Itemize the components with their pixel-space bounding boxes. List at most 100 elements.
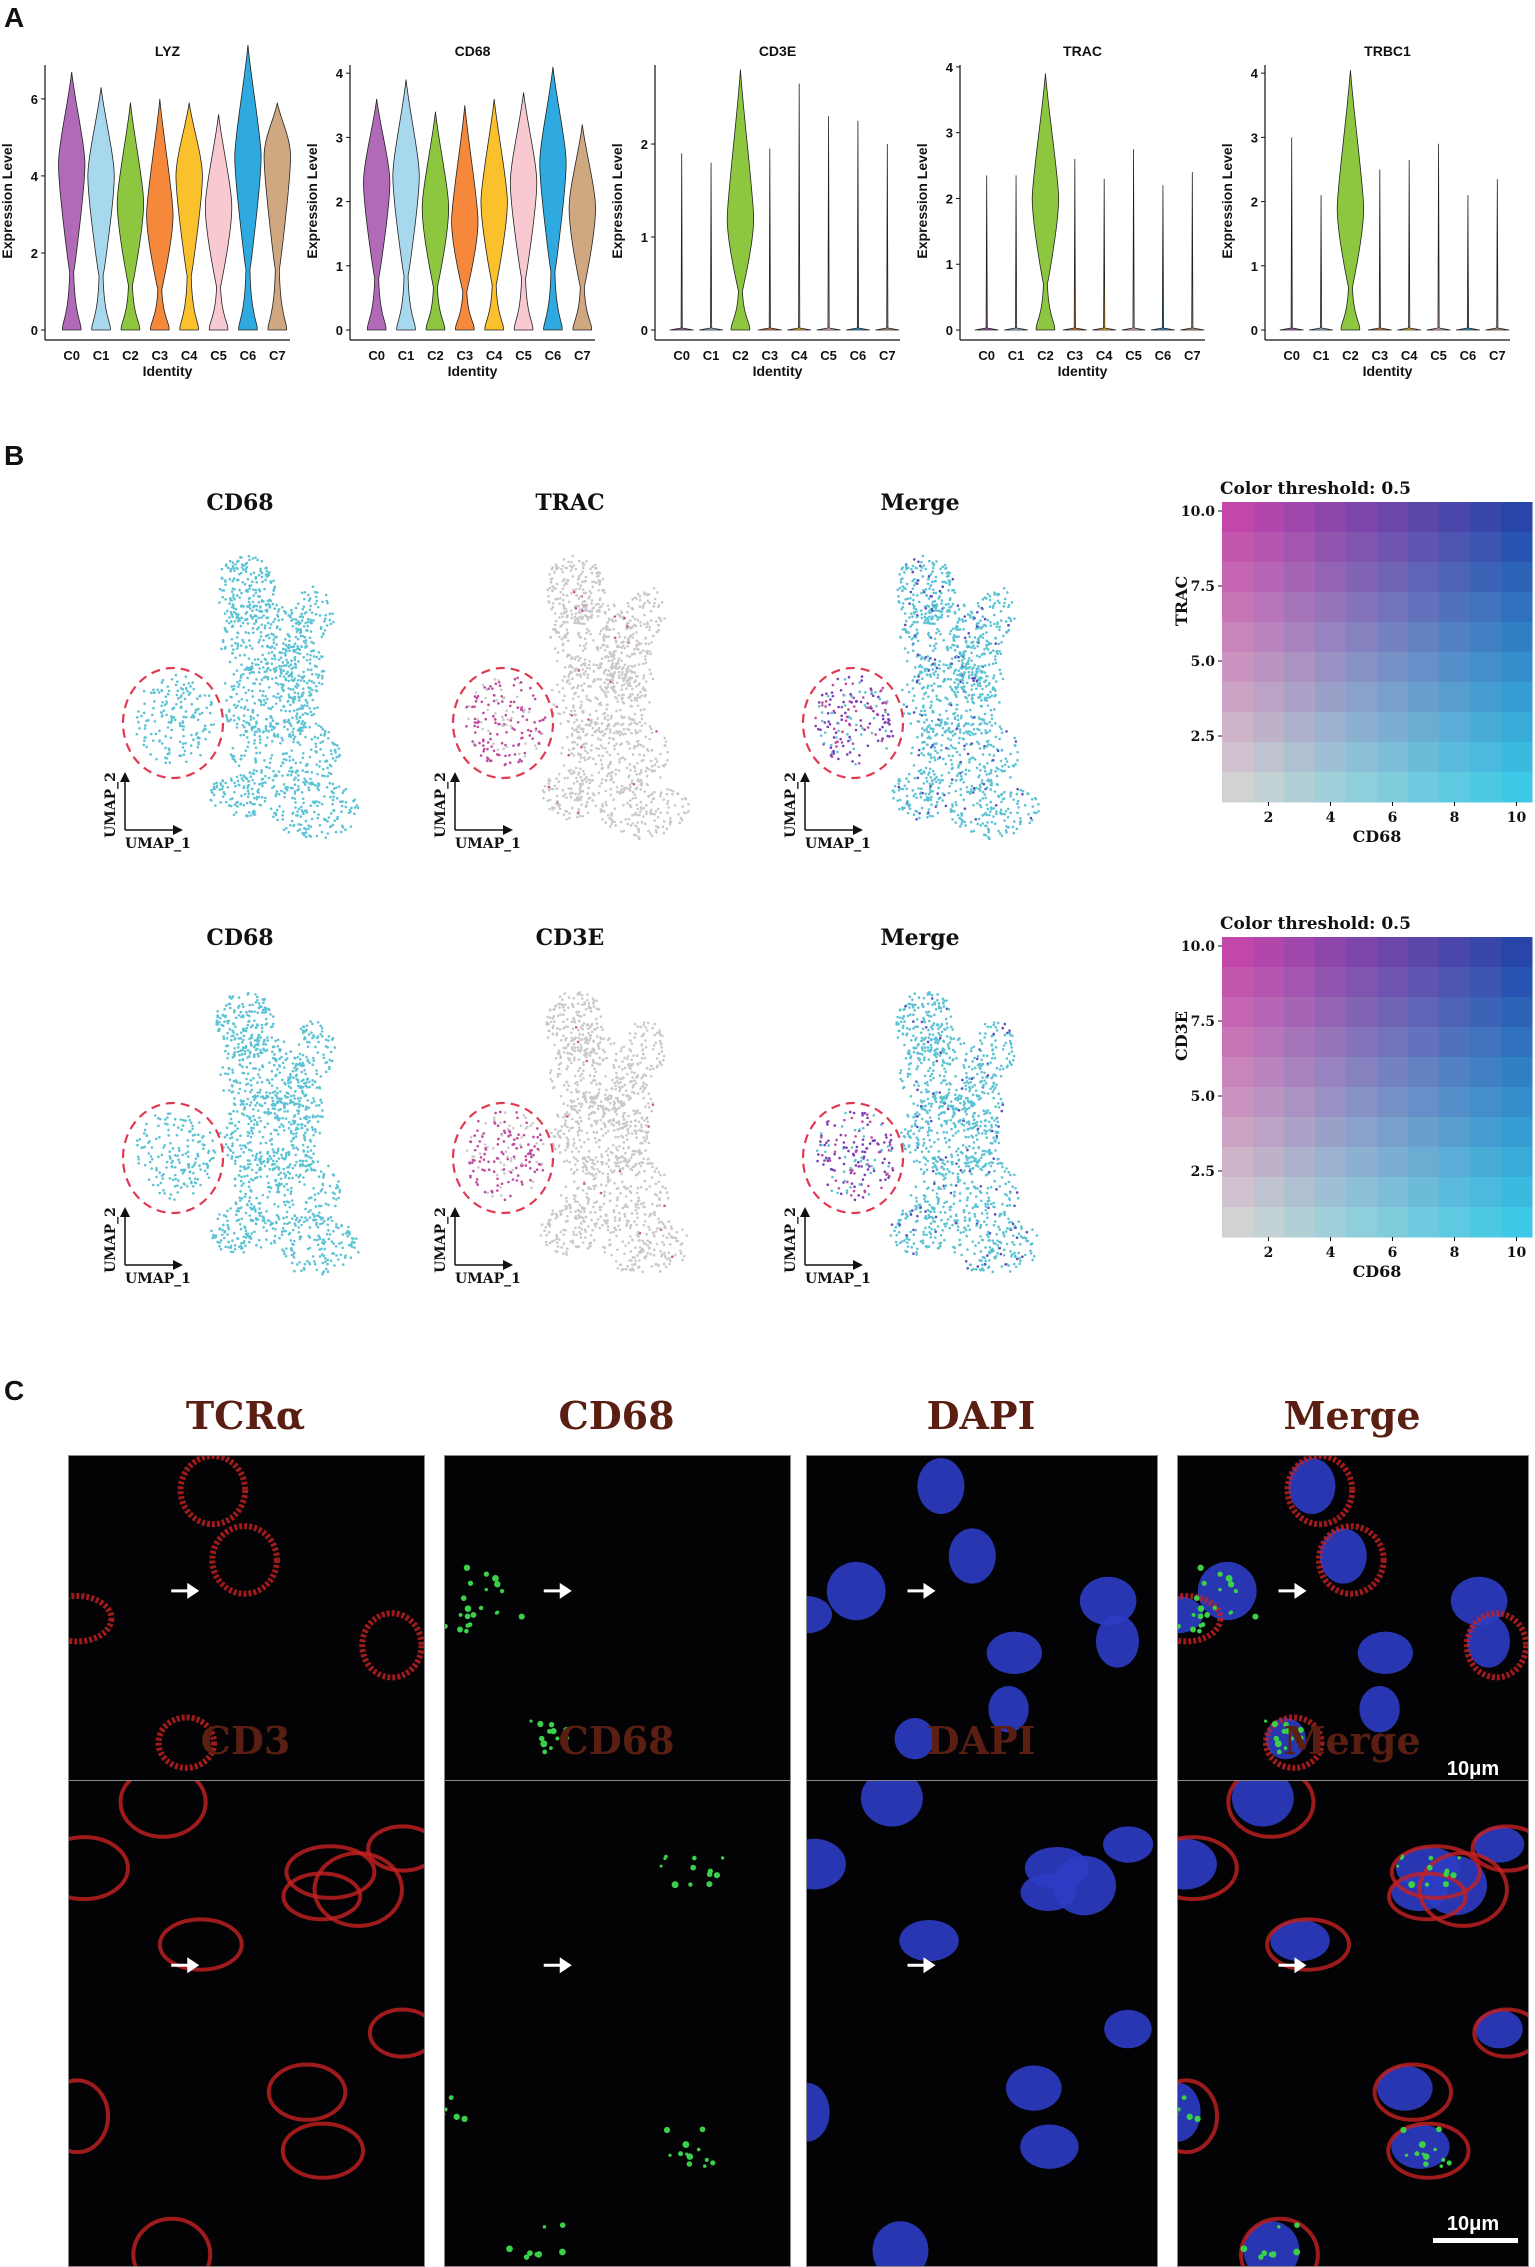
heatmap-cell [1408,532,1440,563]
x-tick-label: C1 [1008,348,1025,363]
violin-title: TRAC [1063,43,1102,59]
heatmap-cell [1439,562,1471,593]
heatmap-cell [1253,1207,1285,1238]
highlight-circle [121,1101,225,1215]
violin-c2 [116,102,145,331]
x-tick-label: C0 [63,348,80,363]
heatmap-cell [1346,967,1378,998]
violin-c1 [1309,195,1334,331]
violin-c3 [1062,158,1087,331]
heatmap-cell [1222,1207,1254,1238]
heatmap-cell [1253,1027,1285,1058]
heatmap-cell [1315,1147,1347,1178]
heatmap-y-tick: 2.5 [1191,1164,1215,1180]
heatmap-cell [1377,1207,1409,1238]
if-image [806,1780,1158,2267]
violin-c5 [204,114,233,331]
x-tick-label: C0 [978,348,995,363]
heatmap-x-tick: 8 [1450,810,1460,826]
umap-y-label: UMAP_2 [783,772,799,838]
y-tick-label: 4 [336,66,344,81]
x-tick-label: C6 [240,348,257,363]
heatmap-cell [1501,1057,1533,1088]
x-tick-label: C7 [1489,348,1506,363]
heatmap-cell [1470,502,1502,533]
heatmap-cell [1377,1027,1409,1058]
violin-c0 [58,71,86,331]
heatmap-cell [1315,532,1347,563]
heatmap-cell [1470,1147,1502,1178]
heatmap-cell [1439,1147,1471,1178]
heatmap-cell [1346,652,1378,683]
x-tick-label: C6 [1460,348,1477,363]
heatmap-cell [1501,997,1533,1028]
heatmap-cell [1408,1087,1440,1118]
heatmap-cell [1346,592,1378,623]
heatmap-cell [1501,562,1533,593]
heatmap-cell [1222,1117,1254,1148]
heatmap-cell [1346,772,1378,803]
y-axis-label: Expression Level [1220,143,1235,258]
heatmap-cell [1439,967,1471,998]
heatmap-cell [1315,682,1347,713]
heatmap-cell [1284,1087,1316,1118]
violin-title: TRBC1 [1364,43,1411,59]
umap-x-label: UMAP_1 [805,1271,871,1287]
heatmap-cell [1284,742,1316,773]
heatmap-cell [1253,1117,1285,1148]
umap-title: TRAC [535,490,605,516]
heatmap-cell [1284,772,1316,803]
violin-c7 [263,102,291,331]
x-tick-label: C2 [122,348,139,363]
violin-c2 [726,69,755,331]
violin-c4 [787,83,812,331]
heatmap-cell [1408,967,1440,998]
heatmap-cell [1346,1207,1378,1238]
x-tick-label: C0 [673,348,690,363]
heatmap-cell [1439,1027,1471,1058]
color-threshold-heatmap: Color threshold: 0.5 10.0 7.5 5.0 2.5 2 4 6 8 10 C… [1172,914,1533,1281]
heatmap-cell [1222,772,1254,803]
heatmap-cell [1470,772,1502,803]
x-axis-label: Identity [448,363,498,379]
heatmap-y-tick: 10.0 [1181,939,1215,955]
heatmap-cell [1408,682,1440,713]
heatmap-x-tick: 4 [1326,810,1336,826]
violin-c6 [234,44,262,331]
violin-plot-cd3e: CD3E 0 1 2 Expression Level C0 C1 C2 C3 C4 C5 C6 C7 I… [610,30,900,400]
heatmap-cell [1253,772,1285,803]
heatmap-cell [1501,772,1533,803]
heatmap-cell [1284,592,1316,623]
heatmap-cell [1284,652,1316,683]
panel-letter-a: A [4,2,25,33]
heatmap-cell [1253,592,1285,623]
y-tick-label: 1 [336,259,343,274]
umap-y-label: UMAP_2 [103,772,119,838]
heatmap-y-label: CD3E [1172,1011,1191,1061]
y-tick-label: 4 [31,169,39,184]
y-tick-label: 1 [946,257,953,272]
heatmap-cell [1284,997,1316,1028]
heatmap-cell [1377,1117,1409,1148]
violin-c4 [1397,159,1422,331]
heatmap-title: Color threshold: 0.5 [1220,914,1411,934]
y-tick-label: 1 [641,230,648,245]
heatmap-cell [1470,742,1502,773]
x-tick-label: C5 [820,348,837,363]
x-tick-label: C7 [1184,348,1201,363]
umap-y-label: UMAP_2 [103,1207,119,1273]
heatmap-cell [1253,1177,1285,1208]
heatmap-cell [1222,1147,1254,1178]
violin-c2 [1031,73,1060,331]
y-axis-label: Expression Level [0,143,15,258]
heatmap-cell [1439,592,1471,623]
violin-title: CD3E [759,43,796,59]
y-tick-label: 0 [946,323,953,338]
heatmap-cell [1439,937,1471,968]
highlight-circle [121,666,225,780]
x-tick-label: C2 [1037,348,1054,363]
heatmap-x-tick: 8 [1450,1245,1460,1261]
heatmap-cell [1408,1027,1440,1058]
heatmap-y-tick: 7.5 [1191,579,1215,595]
heatmap-cell [1346,1027,1378,1058]
